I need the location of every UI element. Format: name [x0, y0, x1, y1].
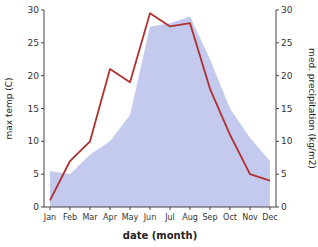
area [50, 17, 270, 207]
y2-tick-label: 30 [281, 5, 293, 15]
y-tick-label: 20 [28, 71, 40, 81]
x-tick [170, 207, 171, 210]
x-tick [90, 207, 91, 210]
x-tick [110, 207, 111, 210]
y-tick-label: 10 [28, 136, 40, 146]
y-tick [41, 207, 44, 208]
y2-tick [276, 42, 279, 43]
y2-tick [276, 207, 279, 208]
x-axis-line [44, 207, 276, 208]
y2-tick [276, 108, 279, 109]
x-tick-label: May [122, 213, 139, 222]
y-tick [41, 174, 44, 175]
x-tick-label: Nov [242, 213, 258, 222]
plot-area [50, 13, 270, 207]
x-tick [270, 207, 271, 210]
y-tick-label: 25 [28, 38, 39, 48]
x-tick-label: Aug [182, 213, 198, 222]
chart-container: 0 5 10 15 20 25 30 0 5 10 15 20 25 30 Jan Feb Mar Apr May J… [0, 0, 318, 247]
x-tick-label: Oct [223, 213, 237, 222]
y2-tick-label: 20 [281, 71, 293, 81]
x-tick-label: Apr [103, 213, 118, 222]
y-tick-label: 0 [33, 202, 39, 212]
y-tick [41, 10, 44, 11]
y-tick [41, 42, 44, 43]
chart-svg: 0 5 10 15 20 25 30 0 5 10 15 20 25 30 Jan Feb Mar Apr May J… [0, 0, 318, 247]
x-tick [190, 207, 191, 210]
x-tick-label: Feb [63, 213, 77, 222]
x-tick [210, 207, 211, 210]
y2-tick-label: 0 [281, 202, 287, 212]
x-tick-label: Mar [82, 213, 98, 222]
x-tick [70, 207, 71, 210]
x-axis-label: date (month) [123, 230, 197, 241]
y2-tick [276, 10, 279, 11]
y2-tick-label: 5 [281, 169, 287, 179]
x-tick [50, 207, 51, 210]
line [50, 13, 270, 200]
y2-tick-label: 15 [281, 104, 292, 114]
x-tick-label: Dec [262, 213, 277, 222]
y2-tick-label: 25 [281, 38, 292, 48]
y-tick-label: 5 [33, 169, 39, 179]
y2-tick [276, 75, 279, 76]
x-tick [250, 207, 251, 210]
background [0, 0, 318, 247]
y2-tick [276, 141, 279, 142]
y-tick-label: 15 [28, 104, 39, 114]
x-tick-label: Sep [202, 213, 217, 222]
y2-tick-label: 10 [281, 136, 293, 146]
y-tick [41, 141, 44, 142]
y2-tick [276, 174, 279, 175]
x-tick-label: Jan [43, 213, 56, 222]
y-tick [41, 108, 44, 109]
y2-axis-label: med. precipitation (kg/m2) [307, 48, 317, 169]
x-tick [150, 207, 151, 210]
x-tick [130, 207, 131, 210]
y-tick-label: 30 [28, 5, 40, 15]
y-tick [41, 75, 44, 76]
x-tick-label: Jun [143, 213, 157, 222]
x-tick-label: Jul [164, 213, 175, 222]
x-tick [230, 207, 231, 210]
y-axis-label: max temp (C) [4, 77, 14, 139]
